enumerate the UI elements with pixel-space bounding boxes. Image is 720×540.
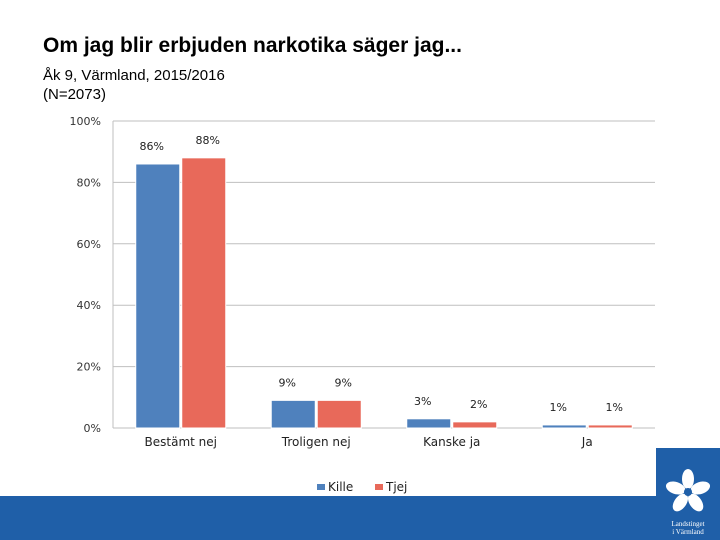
chart-subtitle: Åk 9, Värmland, 2015/2016 (N=2073) xyxy=(43,66,225,104)
x-tick-label: Ja xyxy=(581,435,593,449)
data-label: 9% xyxy=(335,376,352,389)
legend-label-kille: Kille xyxy=(328,480,353,494)
landstinget-logo: Landstinget i Värmland xyxy=(656,448,720,540)
logo-text-line1: Landstinget xyxy=(671,520,705,528)
subtitle-sample-size: (N=2073) xyxy=(43,86,106,103)
y-tick-label: 0% xyxy=(84,422,101,435)
bar-kille xyxy=(135,163,181,429)
y-tick-label: 80% xyxy=(77,176,101,189)
y-tick-label: 40% xyxy=(77,299,101,312)
footer-band xyxy=(0,496,720,540)
x-tick-label: Kanske ja xyxy=(423,435,480,449)
legend-swatch-kille xyxy=(317,484,325,490)
x-tick-label: Troligen nej xyxy=(281,435,351,449)
data-label: 9% xyxy=(279,376,296,389)
bar-kille xyxy=(270,399,316,429)
y-tick-label: 60% xyxy=(77,238,101,251)
data-label: 3% xyxy=(414,395,431,408)
data-label: 1% xyxy=(606,401,623,414)
bar-tjej xyxy=(452,421,498,429)
data-label: 1% xyxy=(550,401,567,414)
bar-chart: 0% 20% 40% 60% 80% 100% 86% 88% Bestämt nej 9% 9% T… xyxy=(70,115,655,494)
bar-kille xyxy=(406,418,452,429)
legend-label-tjej: Tjej xyxy=(385,480,407,494)
chart-title: Om jag blir erbjuden narkotika säger jag… xyxy=(43,34,462,57)
data-label: 2% xyxy=(470,398,487,411)
data-label: 88% xyxy=(196,134,220,147)
bar-tjej xyxy=(316,399,362,429)
y-tick-label: 20% xyxy=(77,361,101,374)
bar-tjej xyxy=(181,157,227,429)
y-tick-label: 100% xyxy=(70,115,101,128)
data-label: 86% xyxy=(140,140,164,153)
bar-tjej xyxy=(587,424,633,429)
logo-text-line2: i Värmland xyxy=(672,528,704,536)
bar-kille xyxy=(541,424,587,429)
x-tick-label: Bestämt nej xyxy=(145,435,217,449)
legend-swatch-tjej xyxy=(375,484,383,490)
subtitle-grade-region-year: Åk 9, Värmland, 2015/2016 xyxy=(43,67,225,84)
flower-logo-icon xyxy=(665,469,711,512)
